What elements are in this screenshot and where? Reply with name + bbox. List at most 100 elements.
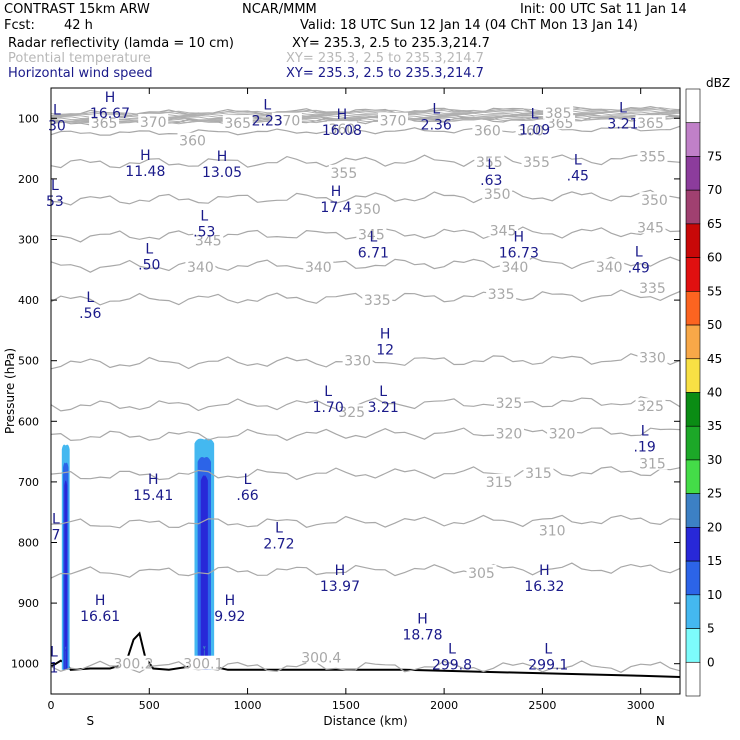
- theta-label-bg: [472, 122, 503, 137]
- plot-area: [51, 88, 680, 694]
- wind-extremum-type: H: [105, 90, 116, 106]
- wind-extremum-type: L: [200, 208, 208, 224]
- y-tick-label: 200: [18, 173, 39, 186]
- theta-label-bg: [336, 404, 367, 419]
- theta-label-340: 340: [502, 260, 529, 276]
- theta-label-360: 360: [517, 123, 544, 139]
- wind-extremum-type: L: [641, 423, 649, 439]
- theta-contour-300: [50, 660, 681, 674]
- colorbar-level-label: 15: [707, 554, 722, 568]
- theta-contour-315: [50, 466, 681, 481]
- colorbar-bin: [685, 425, 701, 461]
- wind-extremum-type: L: [448, 642, 456, 658]
- theta-label-345: 345: [490, 223, 517, 239]
- wind-extremum-value: .45: [567, 169, 589, 185]
- theta-label-bg: [482, 186, 513, 201]
- theta-label-bg: [637, 455, 668, 470]
- theta-contour-360: [50, 125, 681, 136]
- wind-extremum-type: H: [217, 149, 228, 165]
- colorbar-bin: [685, 459, 701, 494]
- theta-label-bg: [493, 395, 524, 410]
- theta-label-355: 355: [523, 155, 550, 171]
- theta-label-310: 310: [539, 523, 566, 539]
- theta-label-bg: [515, 122, 546, 137]
- wind-extremum-type: H: [331, 184, 342, 200]
- wind-extremum-type: L: [574, 153, 582, 169]
- y-tick-label: 700: [18, 476, 39, 489]
- wind-extremum-type: L: [86, 290, 94, 306]
- end-label: N: [656, 714, 665, 728]
- theta-label-315: 315: [639, 457, 666, 473]
- theta-label-bg: [466, 564, 497, 579]
- plot-frame: [50, 87, 681, 695]
- theta-label-bg: [639, 192, 670, 207]
- wind-extremum-value: 9.92: [214, 609, 245, 625]
- colorbar-level-label: 30: [707, 453, 722, 467]
- theta-label-355: 355: [476, 155, 503, 171]
- theta-label-340: 340: [187, 260, 214, 276]
- theta-label-bg: [303, 258, 334, 273]
- wind-extremum-value: 2.36: [421, 118, 452, 134]
- wind-extremum-value: .63: [480, 173, 502, 189]
- wind-extremum-value: 299.8: [432, 658, 472, 674]
- x-axis-label: Distance (km): [323, 714, 407, 728]
- colorbar-bin: [685, 628, 701, 663]
- theta-label-bg: [637, 148, 668, 163]
- start-label: S: [87, 714, 95, 728]
- wind-extremum-value: 16.73: [499, 246, 539, 262]
- theta-label-320: 320: [549, 426, 576, 442]
- wind-extremum-value: 1: [49, 661, 58, 677]
- field-wind-label: Horizontal wind speed: [8, 66, 153, 81]
- wind-extremum-type: L: [635, 245, 643, 261]
- theta-label-bg: [356, 226, 387, 241]
- theta-label-350: 350: [641, 193, 668, 209]
- theta-label-370: 370: [140, 115, 167, 131]
- wind-extremum-value: 16.61: [80, 609, 120, 625]
- chart-title: CONTRAST 15km ARW: [4, 2, 150, 17]
- y-tick-label: 500: [18, 355, 39, 368]
- colorbar-level-label: 60: [707, 251, 722, 265]
- theta-label-345: 345: [358, 228, 385, 244]
- theta-label-365: 365: [637, 116, 664, 132]
- colorbar-level-label: 10: [707, 588, 722, 602]
- colorbar-level-label: 65: [707, 217, 722, 231]
- theta-label-bg: [637, 279, 668, 294]
- wind-extremum-value: .49: [628, 261, 650, 277]
- colorbar-bin: [685, 560, 701, 596]
- theta-label-325: 325: [338, 405, 365, 421]
- fcst-value: 42 h: [64, 18, 93, 33]
- wind-extremum-type: L: [487, 157, 495, 173]
- theta-label-365: 365: [224, 116, 251, 132]
- wind-extremum-value: 16.32: [524, 579, 564, 595]
- theta-label-335: 335: [488, 287, 515, 303]
- theta-label-bg: [118, 655, 149, 670]
- wind-extremum-type: L: [52, 511, 60, 527]
- colorbar-bin: [685, 189, 701, 225]
- theta-contour-325: [50, 396, 681, 412]
- wind-extremum-type: H: [514, 230, 525, 246]
- colorbar-unit: dBZ: [706, 76, 730, 90]
- theta-label-bg: [484, 473, 515, 488]
- theta-label-385: 385: [545, 106, 572, 122]
- theta-label-bg: [138, 113, 169, 128]
- wind-extremum-type: H: [417, 611, 428, 627]
- theta-label-bg: [271, 112, 302, 127]
- wind-extremum-value: 13.05: [202, 165, 242, 181]
- x-tick-label: 2500: [528, 699, 556, 712]
- wind-extremum-value: 18.78: [402, 627, 442, 643]
- theta-label-bg: [474, 153, 505, 168]
- theta-label-bg: [537, 522, 568, 537]
- theta-label-bg: [493, 425, 524, 440]
- wind-extremum-type: L: [324, 384, 332, 400]
- wind-extremum-type: H: [95, 593, 106, 609]
- wind-extremum-value: .56: [79, 306, 101, 322]
- wind-extremum-value: 11.48: [125, 164, 165, 180]
- theta-label-340: 340: [596, 260, 623, 276]
- theta-label-350: 350: [354, 202, 381, 218]
- wind-extremum-type: L: [531, 107, 539, 123]
- wind-extremum-value: 17.4: [320, 200, 351, 216]
- wind-extremum-value: 16.08: [322, 123, 362, 139]
- wind-extremum-type: L: [145, 242, 153, 258]
- wind-extremum-value: 7: [51, 527, 60, 543]
